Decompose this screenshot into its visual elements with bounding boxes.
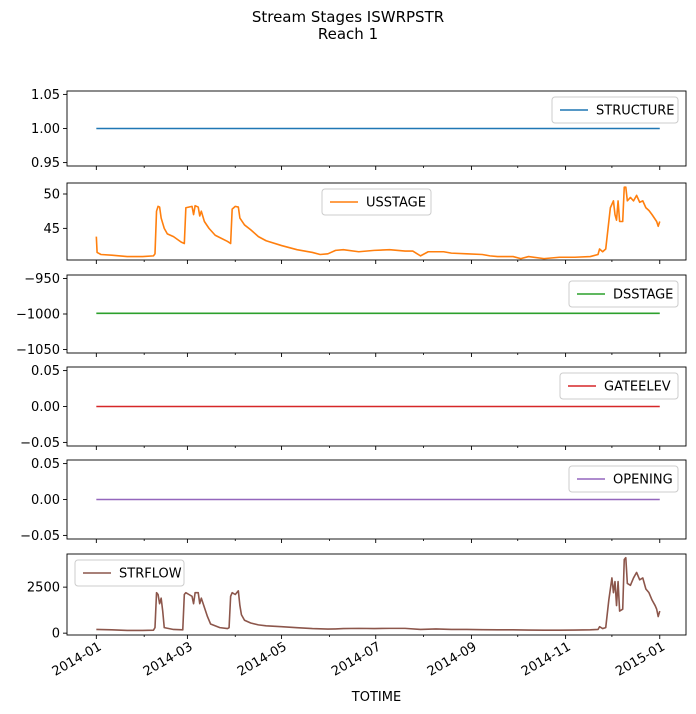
legend-box-gateelev [559, 372, 679, 400]
axes-frame-strflow [66, 553, 687, 636]
x-tick-label: 2014-09 [425, 639, 480, 679]
x-tick-label: 2014-07 [329, 639, 384, 679]
y-tick-label-gateelev: 0.00 [31, 400, 60, 415]
y-tick-label-gateelev: 0.05 [31, 364, 60, 379]
series-line-strflow [96, 556, 661, 632]
y-tick-label-dsstage: −1050 [16, 343, 60, 358]
figure-title-line1: Stream Stages ISWRPSTR [251, 8, 445, 26]
legend-box-strflow [74, 559, 185, 587]
legend-box-usstage [321, 188, 432, 216]
legend-box-dsstage [568, 280, 679, 308]
y-tick-label-opening: 0.00 [31, 493, 60, 508]
legend-label-gateelev: GATEELEV [604, 380, 671, 395]
x-tick-label: 2014-03 [141, 639, 196, 679]
legend-label-strflow: STRFLOW [119, 567, 182, 582]
y-tick-label-usstage: 50 [43, 188, 60, 203]
y-tick-label-usstage: 45 [43, 222, 60, 237]
x-tick-label: 2014-05 [235, 639, 290, 679]
legend-label-structure: STRUCTURE [596, 104, 675, 119]
y-tick-label-strflow: 0 [52, 627, 60, 642]
x-tick-label: 2014-11 [519, 639, 574, 679]
y-tick-label-structure: 0.95 [31, 156, 60, 171]
y-tick-label-strflow: 2500 [27, 581, 60, 596]
series-line-usstage [95, 186, 661, 260]
y-tick-label-structure: 1.05 [31, 88, 60, 103]
figure-title-line2: Reach 1 [317, 25, 379, 43]
y-tick-label-opening: 0.05 [31, 457, 60, 472]
legend-box-structure [551, 96, 679, 124]
y-tick-label-dsstage: −950 [24, 272, 60, 287]
y-tick-label-structure: 1.00 [31, 122, 60, 137]
legend-label-usstage: USSTAGE [366, 196, 426, 211]
y-tick-label-gateelev: −0.05 [20, 436, 60, 451]
x-tick-label: 2014-01 [50, 639, 105, 679]
legend-box-opening [568, 465, 679, 493]
legend-label-opening: OPENING [613, 473, 673, 488]
x-axis-label: TOTIME [351, 690, 401, 705]
x-tick-label: 2015-01 [613, 639, 668, 679]
legend-label-dsstage: DSSTAGE [613, 288, 673, 303]
y-tick-label-opening: −0.05 [20, 529, 60, 544]
axes-frame-usstage [66, 182, 687, 261]
y-tick-label-dsstage: −1000 [16, 308, 60, 323]
